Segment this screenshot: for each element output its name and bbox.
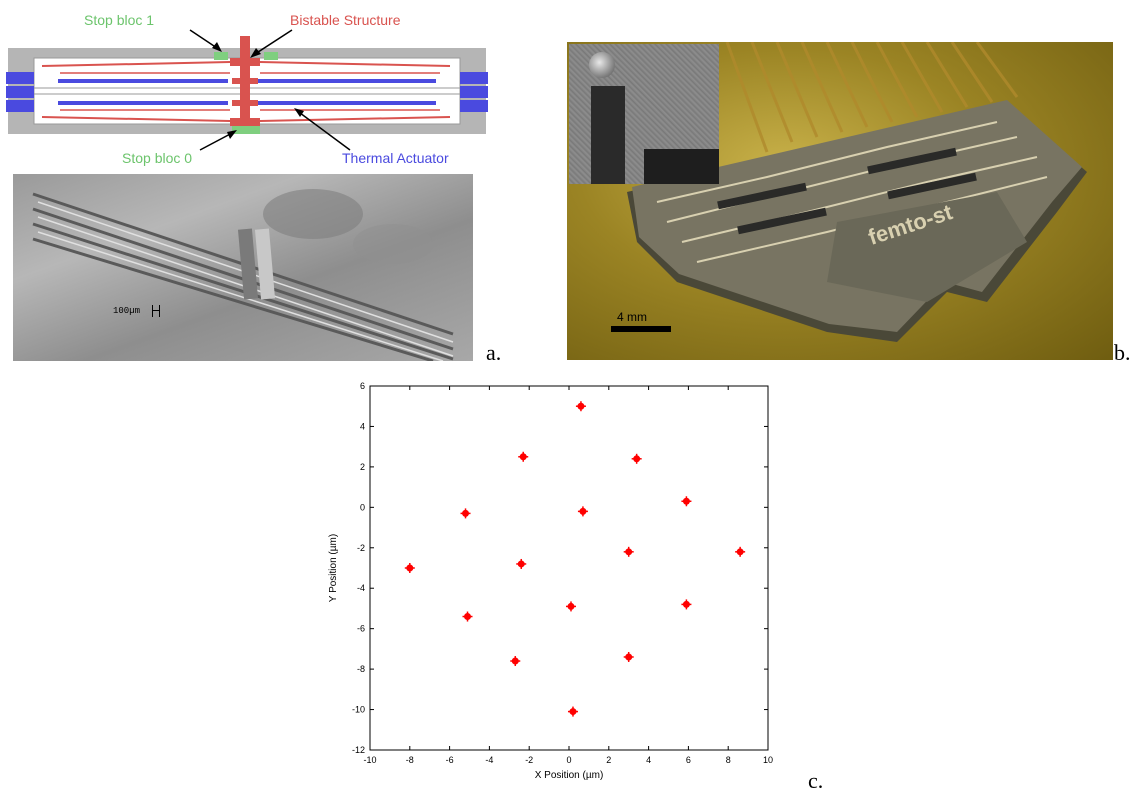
scale-bar-label: 4 mm (617, 310, 647, 324)
data-point (460, 508, 471, 519)
inset-image (569, 44, 719, 184)
x-tick-label: -8 (406, 755, 414, 765)
thermal-actuator-label: Thermal Actuator (342, 150, 449, 166)
y-tick-label: -6 (357, 624, 365, 634)
data-point (462, 611, 473, 622)
scale-bar (611, 326, 671, 332)
sem-scale-bar (152, 305, 160, 317)
x-tick-label: 2 (606, 755, 611, 765)
panel-c-letter: c. (808, 768, 824, 793)
y-tick-label: 4 (360, 421, 365, 431)
stop-bloc-1-label: Stop bloc 1 (84, 12, 155, 28)
y-tick-label: 2 (360, 462, 365, 472)
device-photo: femto-st 4 mm (567, 42, 1113, 360)
panel-c: -10 -8 -6 -4 -2 0 2 4 6 8 10 -12 -10 -8 -6 -4 -2 0 2 4 6 X P… (322, 376, 842, 796)
stop-bloc-0-label: Stop bloc 0 (122, 150, 193, 166)
x-tick-label: 6 (686, 755, 691, 765)
data-point (510, 656, 521, 667)
inset-post (591, 86, 625, 184)
x-tick-label: 10 (763, 755, 773, 765)
x-tick-label: 8 (726, 755, 731, 765)
data-point (623, 546, 634, 557)
data-point (575, 401, 586, 412)
y-tick-label: -4 (357, 583, 365, 593)
x-tick-label: -6 (446, 755, 454, 765)
y-axis-label: Y Position (µm) (328, 534, 339, 602)
sem-scale-label: 100µm (113, 306, 141, 316)
data-point (518, 451, 529, 462)
sem-structure (32, 189, 454, 361)
data-point (567, 706, 578, 717)
panel-a-letter: a. (486, 340, 502, 365)
data-point (516, 558, 527, 569)
data-point (577, 506, 588, 517)
y-tick-label: 0 (360, 502, 365, 512)
data-point (681, 599, 692, 610)
y-tick-label: -8 (357, 664, 365, 674)
y-tick-label: 6 (360, 381, 365, 391)
chip-drawing (627, 42, 1087, 342)
y-tick-label: -2 (357, 543, 365, 553)
x-tick-label: 4 (646, 755, 651, 765)
data-point (565, 601, 576, 612)
panel-a: Stop bloc 1 Bistable Structure Stop bloc… (0, 0, 520, 370)
y-tick-label: -12 (352, 745, 365, 755)
x-tick-label: -4 (485, 755, 493, 765)
sem-image: 100µm (13, 174, 473, 361)
data-point (623, 651, 634, 662)
x-axis-label: X Position (µm) (535, 770, 604, 781)
panel-b-letter: b. (1114, 340, 1131, 365)
x-tick-label: -2 (525, 755, 533, 765)
plot-area (369, 385, 769, 751)
inset-sphere (589, 52, 615, 78)
data-point (404, 563, 415, 573)
x-tick-label: 0 (566, 755, 571, 765)
data-point (631, 453, 642, 464)
data-point (735, 546, 746, 557)
data-point (681, 496, 692, 507)
y-tick-label: -10 (352, 705, 365, 715)
schematic-diagram (6, 29, 488, 151)
x-tick-label: -10 (363, 755, 376, 765)
bistable-structure-label: Bistable Structure (290, 12, 401, 28)
inset-base (644, 149, 719, 184)
